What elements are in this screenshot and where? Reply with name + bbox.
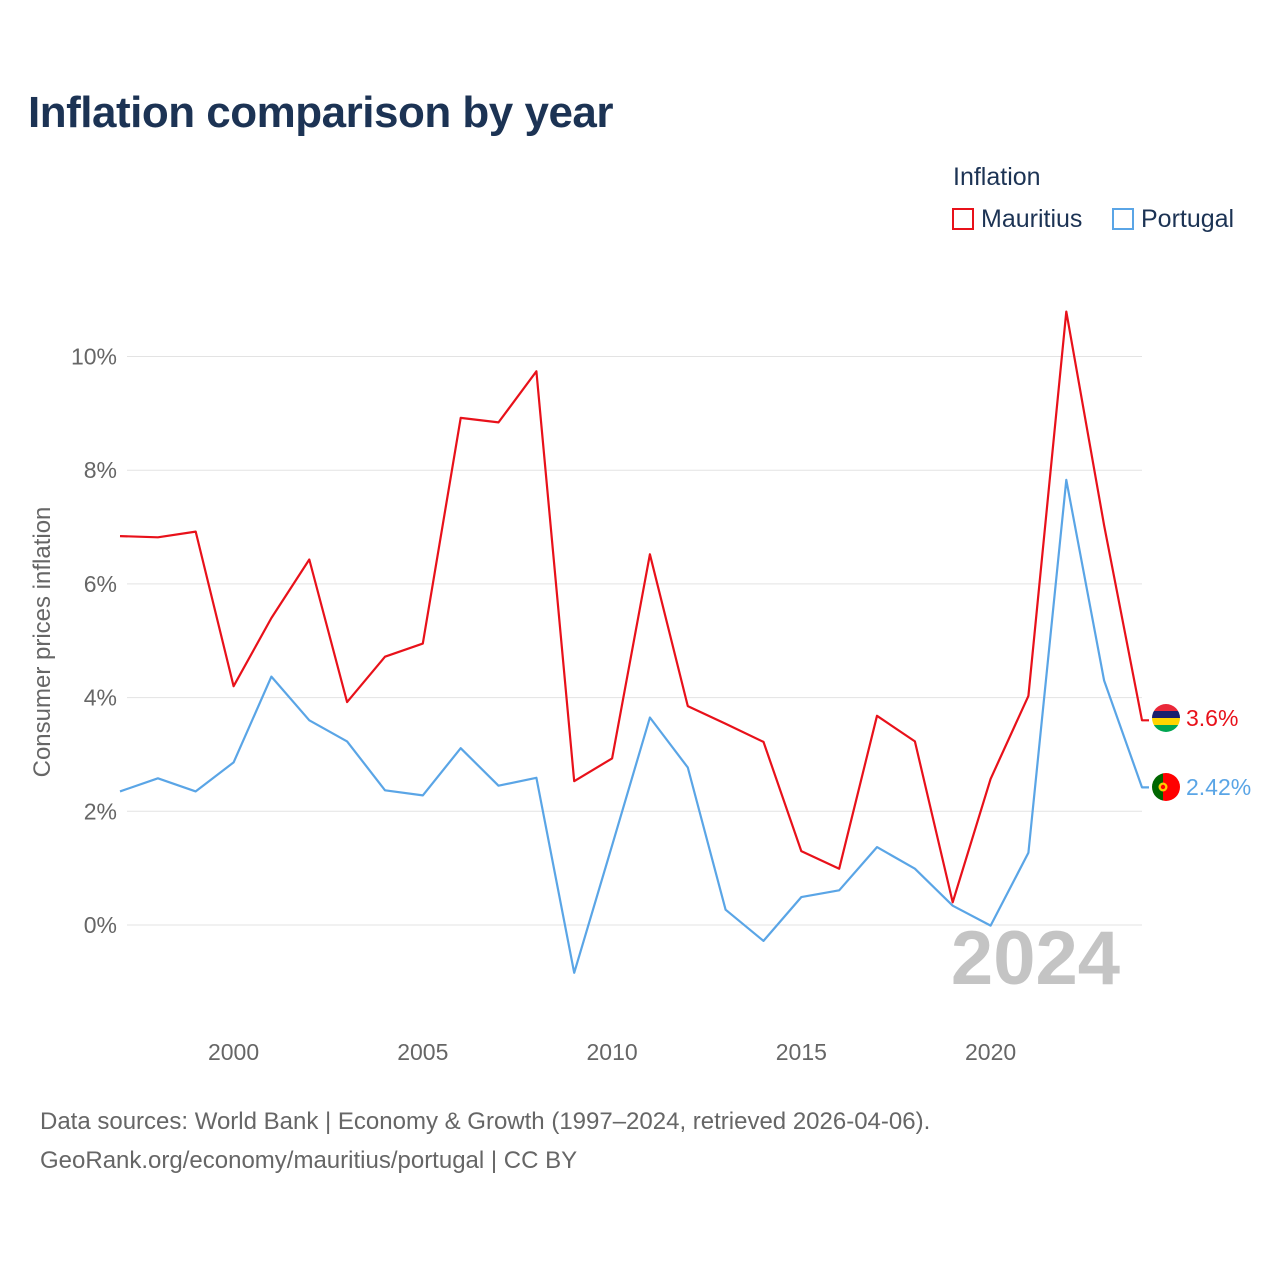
- y-axis-label: Consumer prices inflation: [29, 507, 56, 778]
- legend-label-mauritius: Mauritius: [981, 204, 1083, 233]
- x-tick-label: 2020: [965, 1039, 1016, 1065]
- x-tick-label: 2005: [397, 1039, 448, 1065]
- end-label-mauritius: 3.6%: [1186, 705, 1238, 731]
- legend-swatch-mauritius: [952, 208, 974, 230]
- series-line-mauritius[interactable]: [119, 310, 1149, 904]
- legend-item-portugal[interactable]: Portugal: [1112, 204, 1234, 234]
- legend-label-portugal: Portugal: [1141, 204, 1235, 233]
- y-tick-label: 2%: [84, 798, 117, 824]
- x-axis-ticks: 2000 2005 2010 2015 2020: [208, 1039, 1016, 1065]
- chart-title: Inflation comparison by year: [28, 88, 614, 137]
- y-tick-label: 8%: [84, 457, 117, 483]
- x-tick-label: 2000: [208, 1039, 259, 1065]
- legend-title: Inflation: [953, 163, 1041, 191]
- end-label-portugal: 2.42%: [1186, 774, 1251, 800]
- y-tick-label: 6%: [84, 571, 117, 597]
- y-tick-label: 0%: [84, 912, 117, 938]
- y-axis-ticks: 0% 2% 4% 6% 8% 10%: [71, 344, 117, 939]
- y-tick-label: 10%: [71, 344, 117, 370]
- legend-item-mauritius[interactable]: Mauritius: [952, 204, 1082, 234]
- end-labels: 3.6% 2.42%: [1186, 705, 1251, 800]
- series-line-portugal[interactable]: [119, 478, 1149, 974]
- series-lines: [119, 310, 1149, 974]
- year-watermark: 2024: [951, 916, 1120, 1001]
- y-tick-label: 4%: [84, 685, 117, 711]
- x-tick-label: 2010: [586, 1039, 637, 1065]
- gridlines: [127, 356, 1142, 926]
- source-link[interactable]: GeoRank.org/economy/mauritius/portugal |…: [40, 1147, 578, 1174]
- x-tick-label: 2015: [776, 1039, 827, 1065]
- mauritius-flag-icon: [1152, 704, 1180, 732]
- source-text: Data sources: World Bank | Economy & Gro…: [40, 1108, 931, 1135]
- portugal-flag-icon: [1152, 773, 1180, 801]
- legend-swatch-portugal: [1112, 208, 1134, 230]
